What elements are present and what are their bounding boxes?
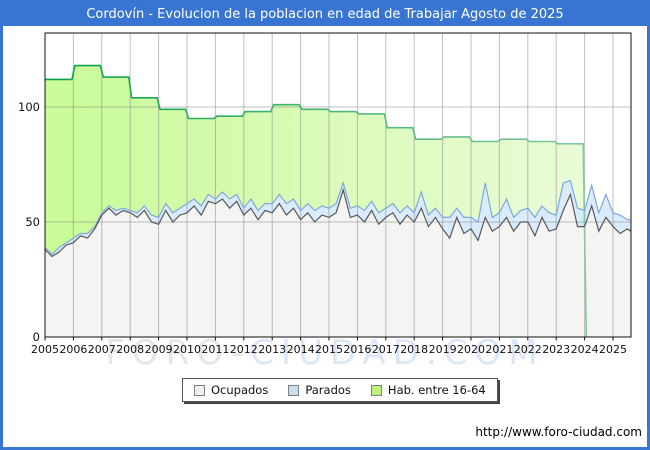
ocupados-swatch-icon <box>194 384 205 396</box>
svg-text:2010: 2010 <box>173 343 201 356</box>
svg-text:100: 100 <box>18 100 40 114</box>
legend-item-parados: Parados <box>288 383 351 397</box>
legend-label-ocupados: Ocupados <box>211 383 269 397</box>
svg-text:2024: 2024 <box>571 343 599 356</box>
svg-text:2007: 2007 <box>88 343 116 356</box>
svg-text:2020: 2020 <box>457 343 485 356</box>
legend-item-ocupados: Ocupados <box>194 383 268 397</box>
legend-label-hab-16-64: Hab. entre 16-64 <box>387 383 486 397</box>
page-title: Cordovín - Evolucion de la poblacion en … <box>86 7 564 22</box>
watermark: FORO-CIUDAD.COM <box>3 333 647 373</box>
svg-text:2016: 2016 <box>343 343 371 356</box>
svg-text:2018: 2018 <box>400 343 428 356</box>
footer-url: http://www.foro-ciudad.com <box>475 425 642 439</box>
svg-text:2013: 2013 <box>258 343 286 356</box>
svg-text:2015: 2015 <box>315 343 343 356</box>
svg-text:2011: 2011 <box>201 343 229 356</box>
svg-text:2021: 2021 <box>485 343 513 356</box>
svg-text:2017: 2017 <box>372 343 400 356</box>
svg-text:2009: 2009 <box>145 343 173 356</box>
svg-text:2005: 2005 <box>31 343 59 356</box>
svg-text:2025: 2025 <box>599 343 627 356</box>
legend-label-parados: Parados <box>305 383 351 397</box>
svg-text:0: 0 <box>33 330 40 344</box>
svg-text:2014: 2014 <box>287 343 315 356</box>
chart-legend: Ocupados Parados Hab. entre 16-64 <box>182 378 498 402</box>
title-bar: Cordovín - Evolucion de la poblacion en … <box>3 3 647 26</box>
watermark-foro: FORO- <box>105 333 251 373</box>
hab-16-64-swatch-icon <box>370 384 382 396</box>
svg-text:2012: 2012 <box>230 343 258 356</box>
svg-text:2008: 2008 <box>116 343 144 356</box>
svg-text:50: 50 <box>25 215 40 229</box>
legend-item-hab-16-64: Hab. entre 16-64 <box>370 383 486 397</box>
svg-text:2006: 2006 <box>59 343 87 356</box>
watermark-ciudad: CIUDAD.COM <box>250 333 545 373</box>
parados-swatch-icon <box>288 384 300 396</box>
svg-text:2023: 2023 <box>542 343 570 356</box>
svg-text:2019: 2019 <box>429 343 457 356</box>
svg-text:2022: 2022 <box>514 343 542 356</box>
